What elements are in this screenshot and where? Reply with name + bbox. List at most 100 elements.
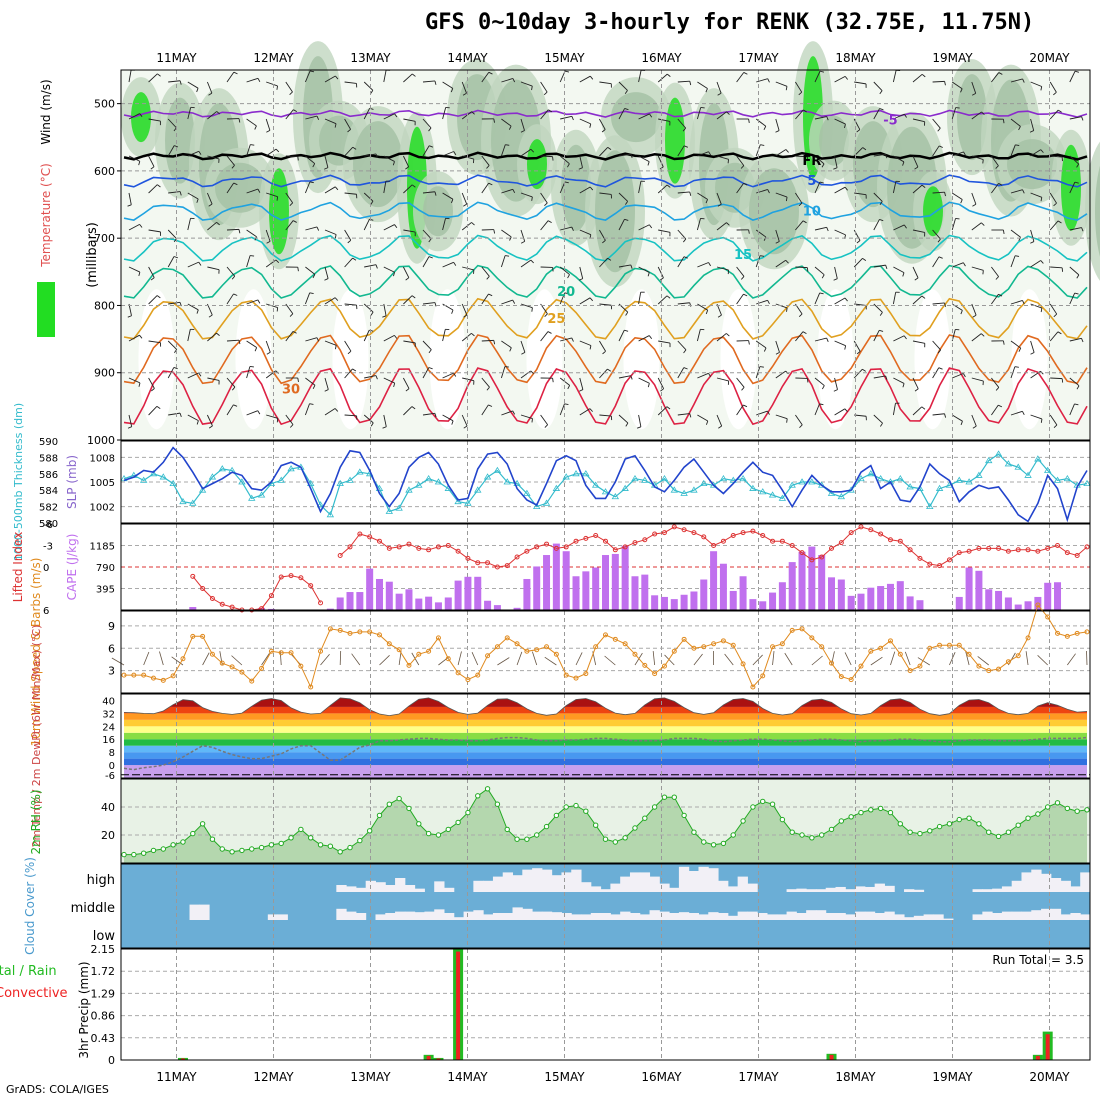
wind-barb-flag (624, 107, 629, 111)
wind-barb-flag (139, 334, 143, 339)
wind-barb-flag (451, 420, 454, 425)
wind-barb (461, 414, 468, 427)
wind-barb (1069, 181, 1076, 194)
rh-point (691, 829, 697, 835)
wind-barb (657, 377, 665, 389)
thickness-point (601, 488, 610, 495)
wind-barb (1010, 300, 1023, 305)
wind-barb-flag (798, 91, 803, 96)
wind-barb-flag (486, 165, 490, 169)
wind-barb (599, 303, 612, 306)
wind-barb-flag (914, 166, 919, 170)
wind-barb (304, 292, 311, 305)
contour-label: 15 (734, 248, 752, 263)
cloud-bar-middle (659, 911, 670, 920)
wind-barb (520, 259, 532, 268)
cloud-bar-middle (855, 911, 866, 920)
wind-barb (893, 113, 905, 120)
wind-barb (226, 377, 236, 388)
surface-wind-barb (279, 651, 282, 666)
wind-barb-flag (127, 204, 132, 207)
wind-speed-line (124, 603, 1088, 689)
wind-speed-point (848, 677, 854, 683)
wind-barb-flag (150, 277, 155, 281)
wind-barb-flag (411, 406, 416, 410)
wind-speed-point (150, 675, 156, 681)
wind-barb (814, 226, 827, 231)
wind-speed-point (494, 644, 500, 650)
surface-wind-barb (351, 653, 361, 666)
wind-barb-flag (1022, 411, 1025, 416)
wind-barb (246, 340, 257, 348)
wind-barb-flag (394, 113, 398, 118)
contour-label: 25 (547, 312, 565, 327)
wind-barb (187, 107, 192, 120)
wind-barb-flag (1015, 144, 1020, 147)
wind-barb (814, 292, 821, 305)
precip-tick-label: 0.86 (91, 1010, 116, 1023)
surface-wind-barb (652, 651, 656, 666)
cloud-bar-high (688, 871, 699, 892)
wind-speed-point (386, 641, 392, 647)
cape-bar (326, 608, 334, 610)
surface-wind-barb (159, 651, 164, 666)
wind-barb (579, 266, 584, 279)
rh-shade (353, 121, 403, 208)
wind-barb (461, 222, 472, 231)
cloud-bar-middle (1041, 908, 1052, 920)
rh-point (917, 830, 923, 837)
cloud-bar-high (473, 880, 484, 892)
cape-bar (867, 587, 875, 610)
lifted-index-point (416, 545, 422, 551)
thickness-point (533, 502, 541, 509)
rh-point (209, 836, 216, 842)
wind-barb-flag (785, 259, 789, 264)
thickness-point (739, 474, 747, 482)
wind-speed-point (200, 633, 206, 639)
wind-barb (873, 375, 886, 379)
wind-barb-flag (334, 186, 339, 191)
dry-area (623, 289, 660, 430)
wind-barb (1069, 155, 1080, 165)
contour-label: -5 (883, 113, 897, 128)
thickness-axis-label: 1000-500mb Thickness (dm) (12, 403, 25, 561)
wind-barb (912, 184, 923, 194)
lifted-index-point (711, 543, 717, 548)
wind-speed-point (475, 672, 481, 678)
thickness-point (385, 507, 394, 514)
wind-barb-flag (1053, 424, 1058, 429)
cloud-bar-middle (473, 910, 484, 920)
cape-bar (818, 555, 826, 610)
rh-shade (165, 97, 195, 184)
lifted-index-point (770, 538, 776, 544)
wind-barb-flag (589, 186, 594, 191)
wind-barb (775, 118, 780, 131)
wind-speed-point (524, 648, 530, 654)
wind-barb (736, 293, 744, 305)
wind-barb-flag (803, 109, 807, 113)
wind-barb-flag (786, 307, 788, 312)
wind-barb-flag (571, 226, 574, 231)
wind-barb-flag (488, 182, 493, 186)
rh-shade (611, 92, 661, 143)
thickness-point (886, 478, 895, 485)
wind-barb (1069, 116, 1082, 120)
thickness-point (935, 484, 944, 491)
wind-barb-flag (493, 118, 495, 123)
wind-barb (873, 219, 880, 231)
wind-barb-flag (196, 198, 199, 203)
wind-barb (971, 192, 977, 205)
wind-barb (168, 80, 181, 83)
cloud-bar-high (492, 876, 504, 892)
wind-barb-flag (683, 145, 689, 148)
wind-barb-flag (960, 310, 963, 315)
lifted-index-point (642, 537, 648, 543)
isotherm-line (123, 367, 1088, 426)
rh-point (465, 809, 471, 816)
wind-barb-flag (666, 184, 671, 188)
thickness-point (670, 486, 678, 493)
y-tick-label: 500 (94, 98, 115, 111)
wind-barb (892, 70, 897, 83)
rh-point (573, 802, 579, 809)
wind-barb-flag (334, 297, 339, 301)
